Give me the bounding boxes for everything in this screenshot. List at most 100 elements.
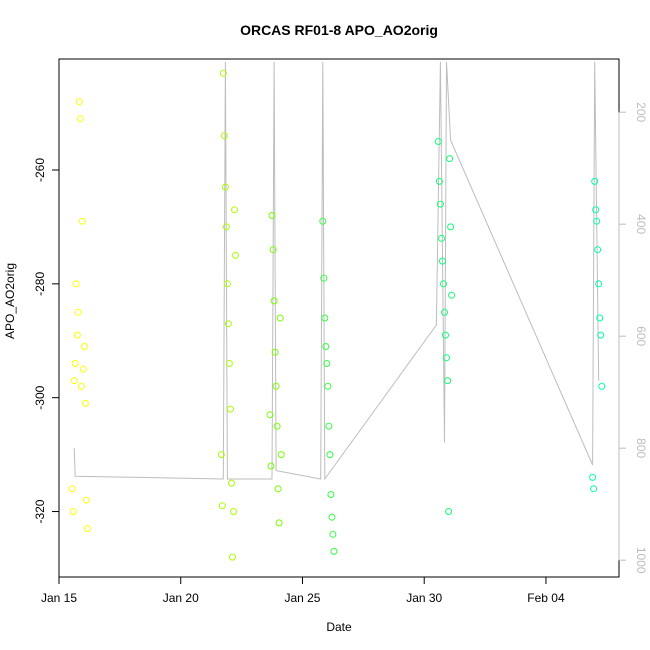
data-point-s2-0 [266,411,274,419]
data-point-s3-3 [322,343,330,350]
chart-title: ORCAS RF01-8 APO_AO2orig [240,22,438,38]
data-point-s4-7 [442,331,449,339]
data-point-s3-7 [326,451,334,459]
data-point-s1-0 [217,451,225,459]
x-tick-label: Jan 20 [163,591,199,605]
data-point-s1-8 [225,360,233,367]
data-point-s1-4 [221,183,229,191]
data-point-s2-9 [275,519,283,527]
data-point-s0-6 [74,308,82,316]
data-point-s5-5 [594,246,602,254]
data-point-s1-11 [229,553,236,561]
data-point-s2-4 [270,297,278,305]
data-point-s1-3 [220,132,228,140]
data-point-s5-3 [592,206,600,214]
data-point-s1-12 [230,508,237,515]
data-point-s1-1 [218,502,226,510]
data-point-s5-6 [595,280,603,288]
x-tick-label: Feb 04 [527,591,565,605]
data-point-s4-2 [436,200,444,208]
y2-tick-label: 600 [634,326,648,346]
data-point-s0-8 [76,115,84,123]
data-point-s4-10 [445,508,453,515]
data-point-s0-12 [80,343,88,350]
data-point-s5-9 [598,382,606,390]
data-point-s1-13 [231,206,238,214]
y2-tick-label: 1000 [634,547,648,574]
data-point-s4-4 [439,257,446,265]
data-point-s5-8 [597,331,605,339]
altitude-trace-line [73,61,600,481]
data-point-s3-6 [325,422,333,430]
data-point-s3-4 [323,360,331,367]
data-point-s4-11 [446,155,454,163]
data-point-s0-14 [82,496,90,504]
data-point-s5-0 [589,473,597,481]
data-point-s4-3 [438,234,445,242]
data-point-s0-2 [70,377,78,385]
x-tick-label: Jan 30 [406,591,442,605]
data-point-s5-4 [593,217,601,225]
data-point-s4-0 [434,138,442,145]
data-point-s3-5 [324,382,332,390]
data-point-s0-4 [72,280,80,288]
data-point-s4-5 [440,280,447,288]
data-point-s0-0 [68,485,76,493]
y-tick-label: -260 [33,158,47,182]
data-point-s1-9 [226,405,234,413]
data-point-s2-1 [267,462,275,470]
data-point-s0-13 [81,399,89,407]
data-point-s5-2 [591,177,599,185]
data-point-s2-8 [274,485,282,493]
x-tick-label: Jan 25 [284,591,320,605]
data-point-s2-6 [272,382,280,390]
data-point-s5-1 [590,485,598,493]
data-point-s4-6 [441,308,448,316]
y-tick-label: -280 [33,272,47,296]
data-point-s2-7 [273,422,281,430]
x-axis: Jan 15 Jan 20 Jan 25 Jan 30 Feb 04 [41,576,565,605]
data-point-s4-13 [448,291,456,299]
y-axis-left: -320 -300 -280 -260 [33,158,60,524]
data-point-s3-11 [330,547,338,555]
data-point-s0-5 [73,331,81,339]
y2-tick-label: 200 [634,102,648,122]
y-tick-label: -320 [33,499,47,523]
data-point-s4-8 [443,354,450,362]
data-point-s1-2 [219,69,227,77]
data-point-s2-11 [277,451,285,459]
data-point-s1-14 [232,251,239,259]
data-point-s0-11 [79,365,87,373]
data-point-s2-2 [268,212,276,219]
data-point-s0-10 [78,217,86,225]
data-point-s1-10 [228,479,235,487]
data-point-s2-5 [271,348,279,356]
data-point-s0-7 [75,98,83,106]
x-axis-label: Date [326,620,352,634]
y-axis-label: APO_AO2orig [3,263,17,339]
data-point-s3-8 [327,491,335,498]
data-point-s4-1 [435,177,443,185]
data-point-s3-10 [329,530,337,538]
data-point-s3-9 [328,513,336,521]
data-point-s5-7 [596,314,604,322]
y2-tick-label: 800 [634,438,648,458]
altitude-trace-layer [73,61,600,481]
data-point-s2-10 [276,314,284,322]
data-point-s0-15 [83,525,91,533]
plot-area-frame [58,58,620,578]
data-point-s3-0 [319,217,327,225]
data-point-s1-7 [224,320,232,328]
data-point-s2-3 [269,246,277,254]
data-point-s1-6 [223,280,231,288]
data-point-s4-12 [447,223,455,231]
data-point-s1-5 [222,223,230,231]
y2-tick-label: 400 [634,214,648,234]
x-tick-label: Jan 15 [41,591,77,605]
y-tick-label: -300 [33,385,47,409]
data-point-s3-1 [320,274,328,282]
data-points-layer [68,69,606,561]
data-point-s0-3 [71,360,79,367]
